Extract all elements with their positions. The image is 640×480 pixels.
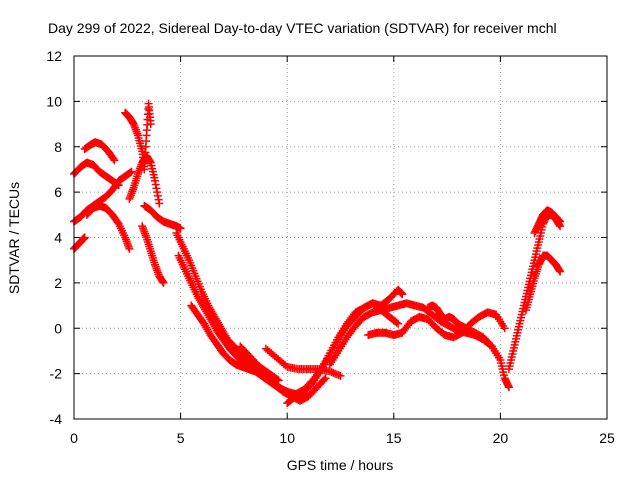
- series-arc-p: [283, 299, 403, 408]
- data-marker: [556, 267, 565, 276]
- y-tick-label: 0: [54, 320, 62, 336]
- series-arc-g: [125, 151, 164, 208]
- data-marker: [504, 383, 513, 392]
- data-marker: [125, 244, 134, 253]
- axis-ticks: [73, 55, 608, 420]
- series-arc-m: [236, 342, 330, 405]
- data-marker: [251, 367, 260, 376]
- series-arc-l: [187, 301, 260, 376]
- y-tick-label: -4: [50, 411, 63, 427]
- y-tick-label: 12: [46, 48, 62, 64]
- series-arc-r: [364, 308, 509, 342]
- data-marker: [110, 156, 119, 165]
- series-arc-v: [530, 206, 565, 237]
- y-axis-label: SDTVAR / TECUs: [6, 182, 22, 294]
- series-arc-e: [82, 201, 134, 253]
- data-marker: [336, 371, 345, 380]
- data-marker: [320, 375, 329, 384]
- y-tick-label: 2: [54, 275, 62, 291]
- x-tick-label: 20: [493, 430, 509, 446]
- data-marker: [281, 361, 290, 370]
- data-marker: [398, 290, 407, 299]
- data-marker: [155, 199, 164, 208]
- data-marker: [159, 278, 168, 287]
- x-tick-label: 25: [599, 430, 615, 446]
- data-marker: [325, 367, 334, 376]
- series-arc-b: [80, 138, 119, 165]
- data-marker: [332, 370, 341, 379]
- x-tick-label: 15: [386, 430, 402, 446]
- y-tick-label: 6: [54, 184, 62, 200]
- y-tick-label: 10: [46, 93, 62, 109]
- series-arc-h: [138, 222, 168, 287]
- x-tick-label: 5: [177, 430, 185, 446]
- x-axis-label: GPS time / hours: [287, 457, 394, 473]
- data-marker: [392, 318, 401, 327]
- grid: [74, 56, 607, 419]
- data-marker: [556, 217, 565, 226]
- y-tick-label: -2: [50, 366, 63, 382]
- x-tick-labels: 0 5 10 15 20 25: [70, 430, 615, 446]
- chart-title: Day 299 of 2022, Sidereal Day-to-day VTE…: [48, 20, 557, 36]
- series-arc-s: [423, 301, 513, 392]
- data-marker: [394, 319, 403, 328]
- x-tick-label: 10: [279, 430, 295, 446]
- data-marker: [176, 224, 185, 233]
- data-points: [70, 99, 565, 408]
- series-arc-i: [140, 201, 185, 233]
- x-tick-label: 0: [70, 430, 78, 446]
- y-tick-labels: -4 -2 0 2 4 6 8 10 12: [46, 48, 62, 427]
- data-marker: [321, 374, 330, 383]
- series-arc-u: [521, 251, 565, 315]
- y-tick-label: 4: [54, 230, 62, 246]
- series-arc-d: [70, 233, 89, 253]
- data-marker: [146, 120, 155, 129]
- data-marker: [109, 154, 118, 163]
- data-marker: [127, 167, 136, 176]
- data-marker: [80, 233, 89, 242]
- data-marker: [329, 368, 338, 377]
- data-marker: [331, 369, 340, 378]
- data-marker: [126, 168, 135, 177]
- data-marker: [500, 324, 509, 333]
- plot-frame: [73, 55, 608, 420]
- data-marker: [334, 371, 343, 380]
- data-marker: [327, 368, 336, 377]
- y-tick-label: 8: [54, 139, 62, 155]
